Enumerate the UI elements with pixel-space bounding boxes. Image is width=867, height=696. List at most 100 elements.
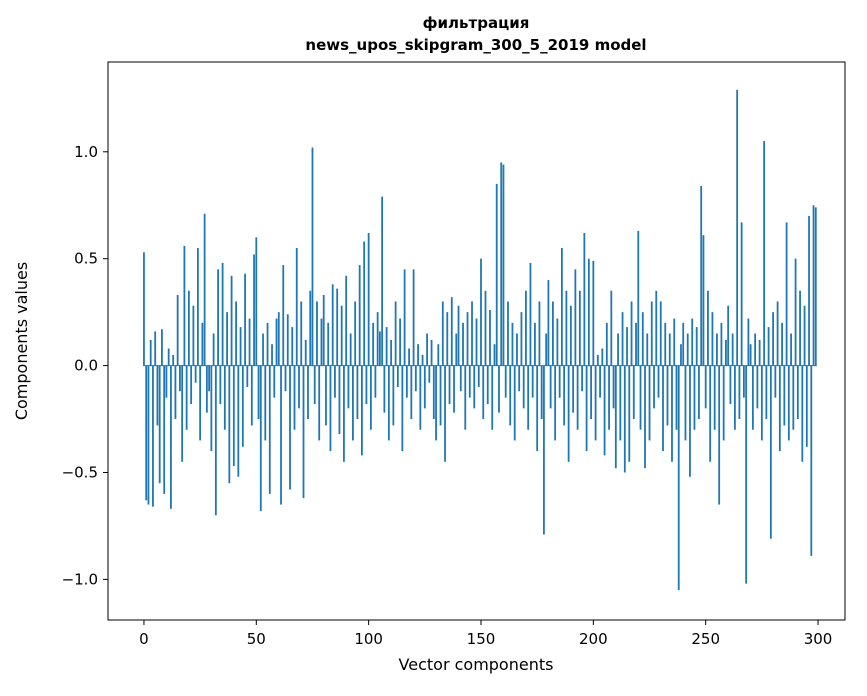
bar <box>158 365 161 484</box>
bar <box>749 344 752 366</box>
bar <box>689 365 691 477</box>
bar <box>673 318 676 366</box>
axes-frame <box>107 61 846 621</box>
bar <box>396 365 399 387</box>
bar <box>441 301 444 366</box>
bar <box>237 365 240 477</box>
bar <box>794 258 797 366</box>
y-tick-label: −0.5 <box>62 463 98 481</box>
bar <box>331 284 334 366</box>
bar <box>536 365 539 452</box>
bar <box>273 365 276 398</box>
bar <box>558 365 561 398</box>
bar <box>491 365 494 430</box>
bar <box>450 297 453 366</box>
bar <box>713 365 716 430</box>
bar <box>545 333 548 366</box>
bar <box>644 365 646 469</box>
bar <box>772 312 774 366</box>
bar <box>556 318 559 366</box>
bar <box>343 365 345 462</box>
bar <box>576 365 579 430</box>
bar <box>246 365 249 387</box>
bar <box>394 301 397 366</box>
bar <box>444 365 446 462</box>
bar <box>352 365 354 441</box>
bar <box>372 322 375 366</box>
bar <box>812 205 815 366</box>
bar <box>569 305 572 366</box>
bar <box>327 322 330 366</box>
bar <box>619 365 622 441</box>
bar <box>271 344 273 366</box>
bar <box>187 290 190 366</box>
bar <box>686 333 689 366</box>
y-tick-label: −1.0 <box>62 570 98 588</box>
bar <box>223 365 226 430</box>
bar <box>291 327 294 366</box>
bar <box>742 365 745 398</box>
bar <box>805 365 808 447</box>
bar <box>581 365 584 392</box>
bar <box>439 365 442 426</box>
bar <box>765 365 768 420</box>
x-tick-label: 100 <box>354 630 383 648</box>
bar <box>792 365 795 430</box>
bar <box>149 339 152 366</box>
bar <box>666 365 669 426</box>
bar <box>419 365 422 430</box>
bar <box>280 365 282 505</box>
bar <box>201 322 204 366</box>
bar <box>282 265 285 366</box>
bar <box>390 339 393 366</box>
bar <box>543 365 545 535</box>
bar <box>437 344 440 366</box>
bar <box>596 354 599 366</box>
bar <box>590 365 592 420</box>
bar <box>603 365 606 456</box>
bar <box>738 365 741 420</box>
bar <box>740 222 743 366</box>
bar <box>221 262 224 366</box>
bar <box>257 365 260 420</box>
bar <box>462 322 464 366</box>
bar <box>325 365 327 426</box>
bar <box>565 290 568 366</box>
bar <box>648 365 651 441</box>
bar <box>810 365 813 556</box>
bar <box>646 333 649 366</box>
bar <box>185 365 188 430</box>
bar <box>632 365 635 420</box>
bar <box>594 365 597 441</box>
bar <box>776 301 779 366</box>
bar <box>340 305 343 366</box>
bar <box>165 365 168 398</box>
bar <box>196 248 199 366</box>
bar <box>722 365 725 441</box>
bar <box>217 269 219 366</box>
bar <box>147 365 150 505</box>
bar <box>453 365 455 413</box>
bar <box>760 365 763 441</box>
bar <box>698 365 700 420</box>
bar <box>172 354 175 366</box>
bar <box>293 365 296 430</box>
bar <box>727 305 730 366</box>
bar <box>295 248 298 366</box>
bar <box>486 365 489 405</box>
bar <box>729 365 732 405</box>
bar <box>232 365 235 467</box>
bar <box>219 365 222 405</box>
bar <box>621 312 624 366</box>
bar <box>725 339 727 366</box>
bar <box>554 365 557 441</box>
bar <box>448 365 451 405</box>
bar <box>300 301 303 366</box>
bar <box>617 333 619 366</box>
bar <box>745 365 748 584</box>
bar <box>695 327 698 366</box>
bar <box>385 327 388 366</box>
bar <box>796 365 799 420</box>
bar <box>239 327 242 366</box>
